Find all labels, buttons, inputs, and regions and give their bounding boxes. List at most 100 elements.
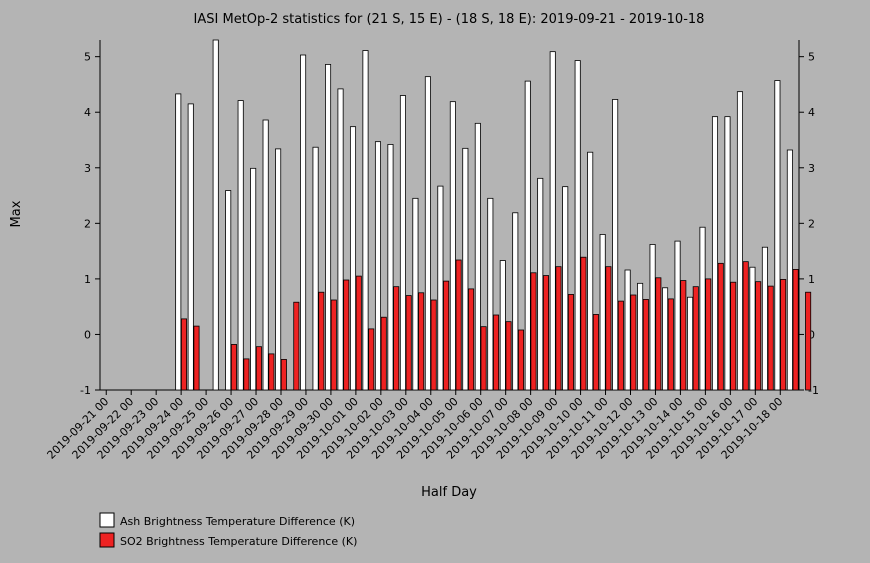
bar-ash [512, 212, 519, 391]
bar-so2 [505, 321, 512, 391]
bar-so2 [480, 326, 487, 391]
bar-ash [736, 91, 743, 391]
bar-ash [699, 226, 706, 391]
bar-ash [761, 246, 768, 391]
y-tick-label-right: 3 [808, 162, 815, 175]
bar-so2 [493, 314, 500, 391]
legend-item-ash: Ash Brightness Temperature Difference (K… [99, 512, 355, 528]
bar-so2 [368, 328, 375, 391]
bar-ash [374, 141, 381, 391]
bar-ash [562, 186, 569, 391]
y-tick-label-right: 0 [808, 328, 815, 341]
bar-so2 [717, 262, 724, 391]
bar-ash [749, 266, 756, 391]
bar-ash [649, 244, 656, 391]
bar-so2 [742, 261, 749, 391]
y-tick-label-right: -1 [808, 384, 819, 397]
bar-so2 [705, 278, 712, 391]
y-tick-label-right: 2 [808, 217, 815, 230]
bar-so2 [343, 279, 350, 391]
bar-ash [599, 234, 606, 391]
bar-so2 [430, 299, 437, 391]
bar-so2 [692, 286, 699, 391]
y-tick-label-right: 5 [808, 51, 815, 64]
bar-ash [524, 80, 531, 391]
bars [175, 39, 812, 391]
bar-ash [424, 76, 431, 391]
bar-ash [312, 146, 319, 391]
y-tick-label-left: 0 [84, 328, 91, 341]
bar-so2 [555, 266, 562, 391]
bar-ash [462, 147, 469, 391]
bar-so2 [755, 281, 762, 391]
bar-ash [212, 39, 219, 391]
bar-ash [262, 119, 269, 391]
bar-so2 [655, 277, 662, 391]
bar-ash [587, 151, 594, 391]
y-tick-label-left: -1 [80, 384, 91, 397]
bar-ash [537, 177, 544, 391]
bar-so2 [380, 316, 387, 391]
bar-ash [250, 167, 257, 391]
bar-ash [612, 99, 619, 391]
bar-so2 [642, 299, 649, 391]
bar-ash [325, 64, 332, 391]
legend-label-so2: SO2 Brightness Temperature Difference (K… [120, 535, 357, 548]
chart-title: IASI MetOp-2 statistics for (21 S, 15 E)… [194, 12, 705, 27]
bar-ash [175, 93, 182, 391]
bar-ash [337, 88, 344, 391]
bar-so2 [268, 353, 275, 391]
bar-so2 [780, 279, 787, 391]
bar-ash [687, 296, 694, 391]
bar-so2 [580, 256, 587, 391]
bar-ash [674, 240, 681, 391]
bar-so2 [605, 266, 612, 391]
bar-so2 [418, 292, 425, 391]
y-axis-label: Max [9, 200, 24, 227]
y-tick-label-left: 1 [84, 273, 91, 286]
bar-ash [474, 122, 481, 391]
x-axis-label: Half Day [421, 485, 477, 500]
bar-ash [437, 185, 444, 391]
y-tick-label-right: 1 [808, 273, 815, 286]
bar-so2 [330, 299, 337, 391]
bar-so2 [518, 329, 525, 391]
bar-ash [624, 269, 631, 391]
legend-label-ash: Ash Brightness Temperature Difference (K… [120, 515, 355, 528]
bar-so2 [617, 300, 624, 391]
bar-so2 [667, 298, 674, 391]
bar-ash [237, 100, 244, 391]
bar-so2 [230, 344, 237, 391]
bar-so2 [280, 359, 287, 391]
bar-ash [387, 144, 394, 391]
bar-ash [637, 282, 644, 391]
bar-so2 [805, 291, 812, 391]
bar-so2 [293, 301, 300, 391]
bar-ash [574, 60, 581, 391]
bar-ash [300, 54, 307, 391]
bar-ash [349, 126, 357, 391]
y-tick-label-left: 2 [84, 217, 91, 230]
bar-ash [275, 148, 282, 391]
bar-ash [499, 260, 506, 391]
legend-item-so2: SO2 Brightness Temperature Difference (K… [99, 532, 357, 548]
bar-so2 [630, 294, 637, 391]
legend-swatch-ash [99, 512, 115, 528]
legend-swatch-so2 [99, 532, 115, 548]
bar-ash [724, 116, 731, 391]
bar-ash [399, 95, 406, 391]
bar-so2 [680, 280, 687, 391]
bar-ash [711, 116, 719, 391]
bar-so2 [443, 280, 450, 391]
bar-so2 [318, 291, 325, 391]
legend: Ash Brightness Temperature Difference (K… [99, 512, 357, 548]
bar-ash [786, 149, 793, 391]
bar-ash [449, 101, 456, 391]
bar-so2 [592, 314, 599, 391]
bar-ash [187, 103, 194, 391]
bar-so2 [255, 346, 262, 391]
bar-so2 [243, 358, 250, 391]
bar-so2 [405, 295, 412, 391]
